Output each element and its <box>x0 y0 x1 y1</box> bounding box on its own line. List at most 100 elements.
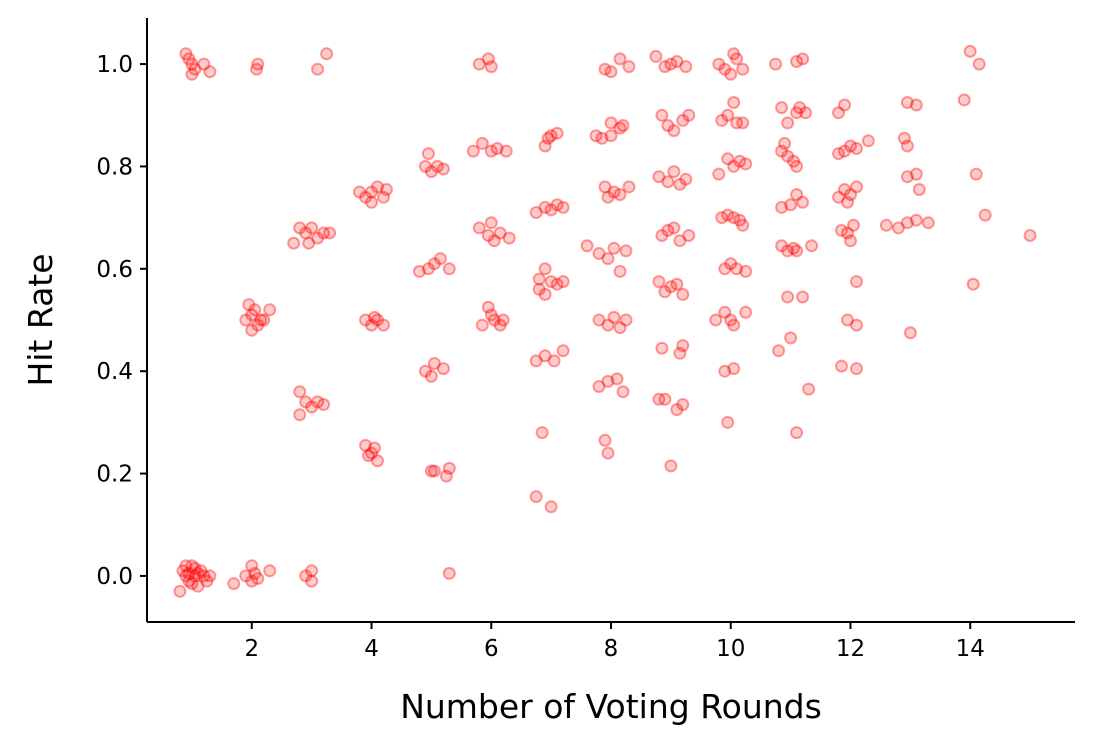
data-point <box>676 113 690 127</box>
y-tick-label: 0.2 <box>96 462 133 488</box>
data-point <box>251 57 265 71</box>
data-point <box>682 229 696 242</box>
data-point <box>658 60 672 74</box>
data-point <box>613 264 627 278</box>
data-point <box>442 262 456 276</box>
y-tick-label: 0.4 <box>96 359 133 385</box>
data-point <box>682 108 696 122</box>
data-point <box>418 364 432 378</box>
data-point <box>604 116 618 130</box>
data-point <box>655 341 669 355</box>
data-point <box>499 144 513 158</box>
data-point <box>302 236 316 250</box>
data-point <box>787 241 801 255</box>
data-point <box>978 208 992 222</box>
data-point <box>359 190 372 204</box>
data-point <box>835 359 848 373</box>
data-point <box>847 218 860 232</box>
data-point <box>712 167 726 181</box>
data-point <box>299 569 313 583</box>
data-point <box>538 262 552 276</box>
data-point <box>182 566 196 580</box>
data-point <box>442 461 456 475</box>
data-point <box>242 298 256 312</box>
data-point <box>670 55 684 68</box>
data-point <box>305 221 319 235</box>
data-point <box>541 131 555 145</box>
data-point <box>305 564 319 578</box>
data-point <box>377 190 390 204</box>
data-point <box>724 67 738 81</box>
data-point <box>730 262 744 276</box>
data-point <box>613 188 627 202</box>
data-point <box>727 47 741 61</box>
data-point <box>185 559 199 573</box>
data-point <box>592 380 606 393</box>
x-tick-label: 12 <box>836 636 865 662</box>
data-point <box>323 226 337 240</box>
data-point <box>484 60 498 74</box>
data-point <box>245 559 259 573</box>
data-point <box>239 569 253 583</box>
data-point <box>544 203 558 217</box>
data-point <box>673 346 687 360</box>
data-point <box>481 300 495 314</box>
data-point <box>475 136 489 150</box>
data-point <box>365 185 378 199</box>
data-point <box>658 392 672 406</box>
data-point <box>661 223 675 237</box>
data-point <box>538 200 552 214</box>
data-point <box>775 144 789 158</box>
data-point <box>538 349 552 363</box>
data-point <box>305 400 319 414</box>
data-point <box>263 303 277 317</box>
data-point <box>676 339 690 353</box>
data-point <box>721 152 735 166</box>
data-point <box>861 134 875 148</box>
data-point <box>790 244 804 258</box>
data-point <box>891 221 905 235</box>
data-point <box>832 106 845 120</box>
data-point <box>900 96 914 109</box>
data-point <box>607 185 621 199</box>
x-tick-label: 8 <box>604 636 619 662</box>
data-point <box>772 344 786 358</box>
data-point <box>179 47 193 61</box>
data-point <box>655 108 669 122</box>
data-point <box>900 139 914 153</box>
data-point <box>841 195 854 209</box>
data-point <box>424 464 438 478</box>
data-point <box>667 124 681 138</box>
data-point <box>957 93 971 107</box>
data-point <box>377 318 390 332</box>
x-tick-label: 2 <box>244 636 259 662</box>
data-point <box>604 129 618 143</box>
data-point <box>739 305 753 319</box>
data-point <box>909 167 923 181</box>
data-point <box>900 170 914 184</box>
data-point <box>724 257 738 271</box>
data-point <box>487 313 501 327</box>
data-point <box>655 229 669 242</box>
data-point <box>529 206 543 219</box>
data-point <box>200 574 214 588</box>
data-point <box>251 572 265 585</box>
data-point <box>724 313 738 327</box>
data-point <box>613 321 627 335</box>
data-point <box>652 275 666 289</box>
data-point <box>616 385 630 399</box>
data-point <box>595 131 609 145</box>
data-point <box>598 433 612 447</box>
data-point <box>727 362 741 376</box>
data-point <box>359 313 372 327</box>
data-point <box>245 323 259 337</box>
data-point <box>721 415 735 429</box>
data-point <box>736 218 750 232</box>
data-point <box>727 96 741 109</box>
data-point <box>652 392 666 406</box>
data-point <box>556 275 570 289</box>
data-point <box>287 236 301 250</box>
data-point <box>550 198 564 212</box>
data-point <box>601 252 615 266</box>
data-point <box>909 98 923 112</box>
